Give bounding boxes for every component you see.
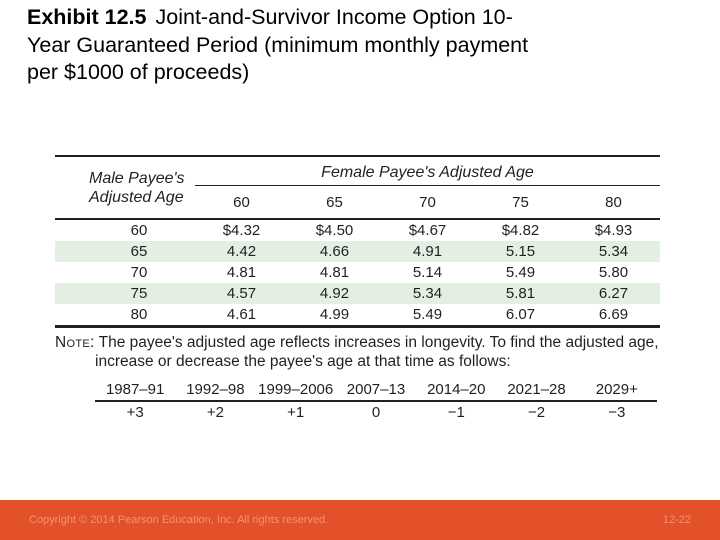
note-line-2: increase or decrease the payee's age at … [95,353,511,370]
table-note: Note: The payee's adjusted age reflects … [55,333,670,371]
year-range: 1999–2006 [258,381,334,398]
female-age-header-block: Female Payee's Adjusted Age 60 65 70 75 … [195,157,660,218]
male-age-cell: 80 [130,306,148,323]
payment-cell: 5.34 [598,243,629,260]
male-age-cell: 65 [130,243,148,260]
adjustment-value: −1 [447,404,465,421]
payment-cell: $4.67 [408,222,447,239]
year-range: 2021–28 [507,381,566,398]
payment-cell: 4.57 [226,285,257,302]
column-header: 70 [419,193,436,211]
note-label: Note: [55,334,95,351]
payment-cell: 4.91 [412,243,443,260]
payment-cell: 5.81 [505,285,536,302]
payment-cell: 4.92 [319,285,350,302]
male-age-cell: 70 [130,264,148,281]
female-age-columns: 60 65 70 75 80 [195,186,660,218]
payment-cell: 6.27 [598,285,629,302]
payment-cell: 4.66 [319,243,350,260]
adjustment-value: +3 [126,404,144,421]
payment-cell: 5.34 [412,285,443,302]
payment-cell: 5.80 [598,264,629,281]
table-row: 60 $4.32 $4.50 $4.67 $4.82 $4.93 [55,220,660,241]
male-age-cell: 75 [130,285,148,302]
payment-cell: 5.49 [505,264,536,281]
adjustment-value: −3 [608,404,626,421]
adjustment-value: +2 [206,404,224,421]
table-row: 75 4.57 4.92 5.34 5.81 6.27 [55,283,660,304]
table-row: 70 4.81 4.81 5.14 5.49 5.80 [55,262,660,283]
slide-footer-bar: Copyright © 2014 Pearson Education, Inc.… [0,500,720,540]
title-line-1: Exhibit 12.5 Joint-and-Survivor Income Op… [27,5,513,29]
payment-cell: 6.07 [505,306,536,323]
column-header: 60 [233,193,250,211]
payment-cell: 5.15 [505,243,536,260]
adjustment-values-row: +3 +2 +1 0 −1 −2 −3 [95,402,657,421]
adjustment-value: −2 [527,404,546,421]
column-header: 75 [512,193,529,211]
slide-number: 12-22 [662,514,691,526]
year-range: 1992–98 [186,381,245,398]
payment-cell: $4.50 [315,222,354,239]
payment-cell: 4.42 [226,243,257,260]
payment-cell: 6.69 [598,306,629,323]
payment-cell: $4.32 [222,222,261,239]
adjustment-years-row: 1987–91 1992–98 1999–2006 2007–13 2014–2… [95,381,657,402]
year-range: 1987–91 [105,381,165,398]
age-adjustment-table: 1987–91 1992–98 1999–2006 2007–13 2014–2… [95,381,657,421]
payment-cell: 5.14 [412,264,443,281]
payment-table: Male Payee's Adjusted Age Female Payee's… [55,155,660,328]
year-range: 2029+ [595,381,638,398]
payment-cell: 4.81 [226,264,257,281]
table-row: 65 4.42 4.66 4.91 5.15 5.34 [55,241,660,262]
column-header: 80 [605,193,622,211]
payment-cell: 4.99 [319,306,350,323]
female-age-header: Female Payee's Adjusted Age [195,157,660,186]
column-header: 65 [326,193,343,211]
exhibit-number: Exhibit 12.5 [27,5,147,29]
table-header: Male Payee's Adjusted Age Female Payee's… [55,157,660,220]
slide-title: Exhibit 12.5 Joint-and-Survivor Income Op… [27,4,703,87]
year-range: 2007–13 [346,381,406,398]
male-age-header: Male Payee's Adjusted Age [89,169,185,206]
table-row: 80 4.61 4.99 5.49 6.07 6.69 [55,304,660,325]
payment-cell: 4.81 [319,264,350,281]
note-line-1: Note: The payee's adjusted age reflects … [55,334,659,351]
payment-cell: $4.82 [501,222,540,239]
adjustment-value: +1 [287,404,305,421]
title-line-2: Year Guaranteed Period (minimum monthly … [27,32,529,57]
payment-cell: 4.61 [226,306,257,323]
adjustment-value: 0 [371,404,381,421]
year-range: 2014–20 [427,381,486,398]
male-age-cell: 60 [130,222,148,239]
copyright-text: Copyright © 2014 Pearson Education, Inc.… [29,514,329,526]
title-line-3: per $1000 of proceeds) [27,60,250,84]
payment-cell: 5.49 [412,306,443,323]
payment-cell: $4.93 [594,222,633,239]
